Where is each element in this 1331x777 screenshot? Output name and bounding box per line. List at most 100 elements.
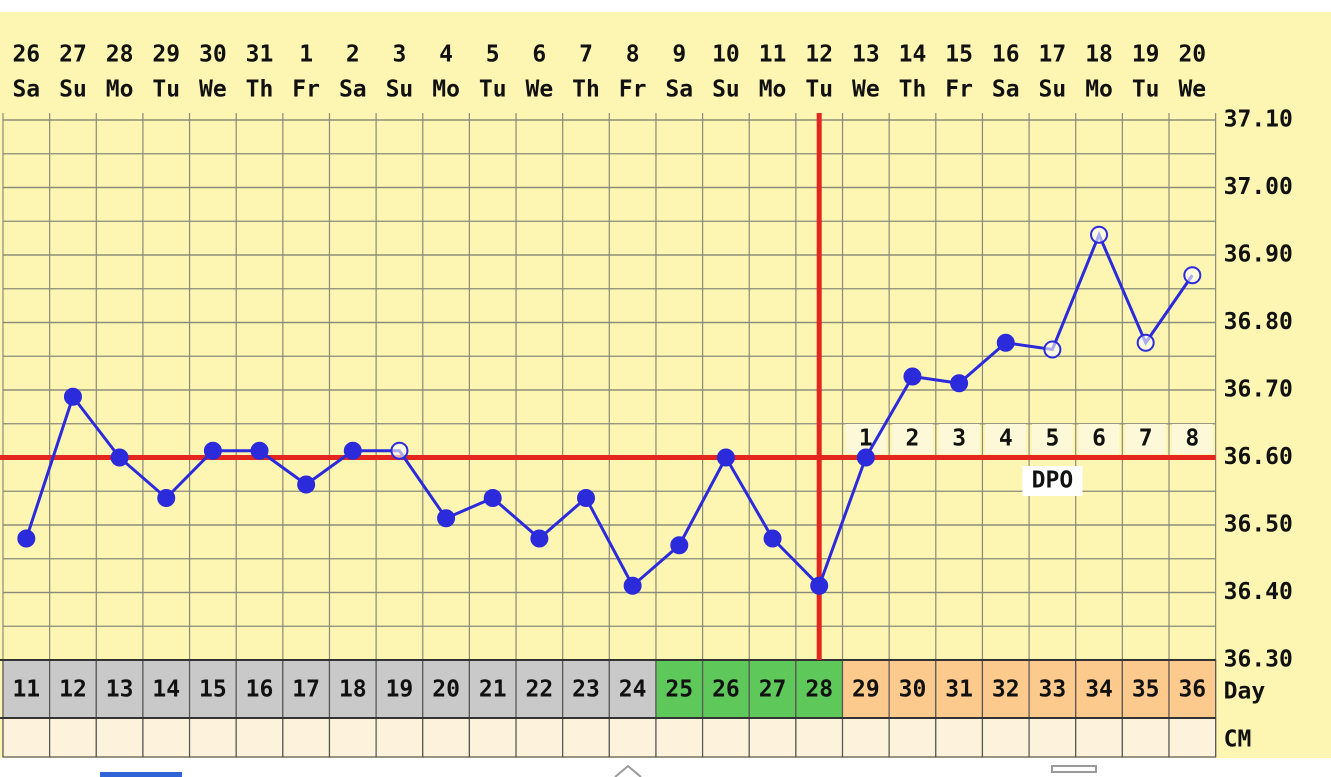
cm-cell bbox=[701, 717, 750, 758]
y-tick-label: 36.30 bbox=[1224, 647, 1293, 673]
dpo-box bbox=[938, 424, 980, 454]
y-tick-label: 36.40 bbox=[1224, 579, 1293, 605]
cm-cell bbox=[748, 717, 797, 758]
weekday-label: Tu bbox=[479, 77, 507, 103]
weekday-label: Fr bbox=[945, 77, 973, 103]
cm-cell bbox=[235, 717, 284, 758]
temperature-point bbox=[343, 441, 362, 460]
date-label: 26 bbox=[12, 42, 40, 68]
temperature-point bbox=[203, 441, 222, 460]
dpo-number: 5 bbox=[1045, 426, 1059, 452]
y-tick-label: 36.80 bbox=[1224, 309, 1293, 335]
cycle-day: 36 bbox=[1178, 677, 1206, 703]
temperature-point bbox=[1136, 333, 1155, 352]
cm-cell bbox=[981, 717, 1030, 758]
temperature-point bbox=[297, 475, 316, 494]
date-label: 1 bbox=[299, 42, 313, 68]
temperature-point bbox=[63, 387, 82, 406]
dpo-number: 2 bbox=[906, 426, 920, 452]
cycle-day: 16 bbox=[246, 677, 274, 703]
date-label: 20 bbox=[1178, 42, 1206, 68]
date-label: 30 bbox=[199, 42, 227, 68]
weekday-label: Mo bbox=[759, 77, 787, 103]
weekday-label: Su bbox=[1039, 77, 1067, 103]
cycle-day: 27 bbox=[759, 677, 787, 703]
cycle-day: 11 bbox=[12, 677, 40, 703]
date-label: 15 bbox=[945, 42, 973, 68]
date-label: 14 bbox=[899, 42, 927, 68]
cm-cell bbox=[515, 717, 564, 758]
dpo-number: 7 bbox=[1139, 426, 1153, 452]
temperature-point bbox=[763, 529, 782, 548]
day-cell bbox=[608, 659, 657, 719]
weekday-label: Th bbox=[572, 77, 600, 103]
date-label: 16 bbox=[992, 42, 1020, 68]
temperature-point bbox=[390, 441, 409, 460]
cycle-day: 23 bbox=[572, 677, 600, 703]
cm-cell bbox=[562, 717, 610, 758]
cm-cell bbox=[1028, 717, 1077, 758]
cm-cell bbox=[1121, 717, 1170, 758]
cycle-day: 21 bbox=[479, 677, 507, 703]
cycle-day: 22 bbox=[526, 677, 554, 703]
weekday-label: We bbox=[852, 77, 880, 103]
dpo-label-box bbox=[1022, 466, 1083, 496]
temperature-point bbox=[17, 529, 36, 548]
cm-cell bbox=[468, 717, 517, 758]
cm-cell bbox=[655, 717, 704, 758]
date-label: 17 bbox=[1039, 42, 1067, 68]
cycle-day: 18 bbox=[339, 677, 367, 703]
temperature-point bbox=[530, 529, 549, 548]
cm-cell bbox=[188, 717, 237, 758]
day-cell bbox=[95, 659, 144, 719]
date-label: 7 bbox=[579, 42, 593, 68]
weekday-label: We bbox=[199, 77, 227, 103]
weekday-label: Su bbox=[59, 77, 87, 103]
temperature-point bbox=[1090, 225, 1109, 244]
dpo-box bbox=[892, 424, 933, 454]
dpo-box bbox=[985, 424, 1027, 454]
day-cell bbox=[49, 659, 97, 719]
weekday-label: Su bbox=[712, 77, 740, 103]
chart-background bbox=[0, 12, 1331, 758]
temperature-point bbox=[1043, 340, 1062, 359]
dpo-number: 6 bbox=[1092, 426, 1106, 452]
cycle-day: 13 bbox=[106, 677, 134, 703]
weekday-label: Sa bbox=[12, 77, 40, 103]
cycle-day: 15 bbox=[199, 677, 227, 703]
toolbar-button[interactable] bbox=[100, 772, 182, 777]
temperature-point bbox=[110, 448, 129, 467]
cycle-day: 31 bbox=[945, 677, 973, 703]
y-tick-label: 36.70 bbox=[1224, 377, 1293, 403]
date-label: 31 bbox=[246, 42, 274, 68]
cycle-day: 30 bbox=[899, 677, 927, 703]
dpo-box bbox=[1172, 424, 1213, 454]
weekday-label: Mo bbox=[432, 77, 460, 103]
y-tick-label: 36.90 bbox=[1224, 242, 1293, 268]
day-cell bbox=[795, 659, 844, 719]
temperature-point bbox=[437, 509, 456, 528]
day-cell bbox=[282, 659, 331, 719]
weekday-label: Tu bbox=[805, 77, 833, 103]
temperature-point bbox=[903, 367, 922, 386]
cycle-day: 20 bbox=[432, 677, 460, 703]
date-label: 4 bbox=[439, 42, 453, 68]
cycle-day: 26 bbox=[712, 677, 740, 703]
dpo-number: 3 bbox=[952, 426, 966, 452]
temperature-point bbox=[810, 576, 829, 595]
date-label: 28 bbox=[106, 42, 134, 68]
cycle-day: 35 bbox=[1132, 677, 1160, 703]
weekday-label: Th bbox=[899, 77, 927, 103]
date-label: 6 bbox=[532, 42, 546, 68]
y-tick-label: 37.10 bbox=[1224, 107, 1293, 133]
weekday-label: Tu bbox=[152, 77, 180, 103]
temperature-point bbox=[716, 448, 735, 467]
cm-cell bbox=[2, 717, 51, 758]
weekday-label: Fr bbox=[619, 77, 647, 103]
cm-cell bbox=[608, 717, 657, 758]
toolbar-icon[interactable] bbox=[614, 764, 642, 777]
toolbar-icon[interactable] bbox=[1051, 765, 1097, 773]
temperature-point bbox=[157, 489, 176, 507]
cycle-day: 33 bbox=[1039, 677, 1067, 703]
weekday-label: Sa bbox=[992, 77, 1020, 103]
